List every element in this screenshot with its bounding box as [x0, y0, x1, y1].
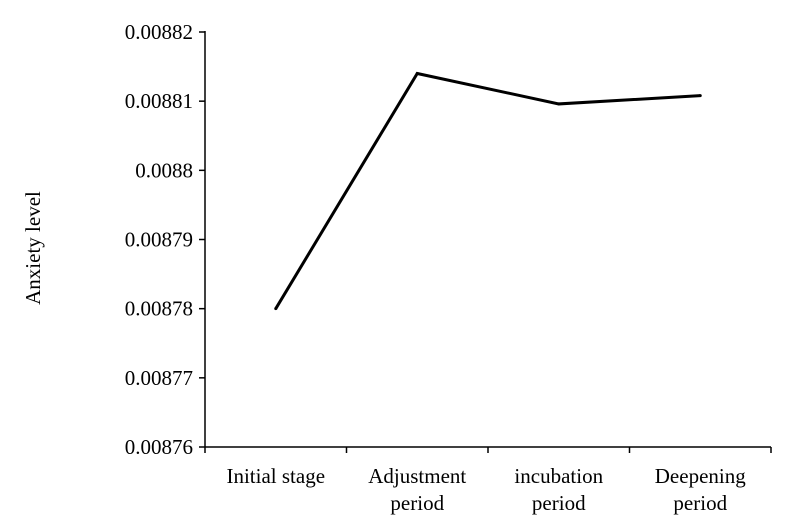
y-tick-label: 0.00881 [125, 89, 193, 113]
y-tick-label: 0.0088 [135, 158, 193, 182]
data-series [274, 71, 702, 311]
x-category-label-line: period [390, 491, 444, 515]
x-axis-ticks: Initial stage Adjustment period incubation p… [204, 447, 772, 515]
data-point [557, 102, 561, 106]
y-tick-label: 0.00877 [125, 366, 193, 390]
x-category-label: incubation period [514, 464, 603, 515]
data-point [415, 72, 419, 75]
series-line [274, 71, 701, 310]
y-axis-title: Anxiety level [21, 191, 45, 305]
x-category-label-line: Deepening [655, 464, 746, 488]
x-category-label-line: period [532, 491, 586, 515]
x-category-label-line: Initial stage [226, 464, 325, 488]
data-point [274, 307, 278, 311]
axes [204, 31, 771, 448]
y-tick-label: 0.00876 [125, 435, 193, 459]
y-axis-ticks: 0.00876 0.00877 0.00878 0.00879 0.0088 0.0088… [125, 20, 205, 459]
x-category-label-line: period [673, 491, 727, 515]
y-tick-label: 0.00878 [125, 297, 193, 321]
x-category-label-line: incubation [514, 464, 603, 488]
y-tick-label: 0.00882 [125, 20, 193, 44]
y-tick-label: 0.00879 [125, 228, 193, 252]
x-category-label-line: Adjustment [368, 464, 466, 488]
data-point [698, 94, 702, 98]
x-category-label: Deepening period [655, 464, 746, 515]
x-category-label: Initial stage [226, 464, 325, 488]
x-category-label: Adjustment period [368, 464, 466, 515]
